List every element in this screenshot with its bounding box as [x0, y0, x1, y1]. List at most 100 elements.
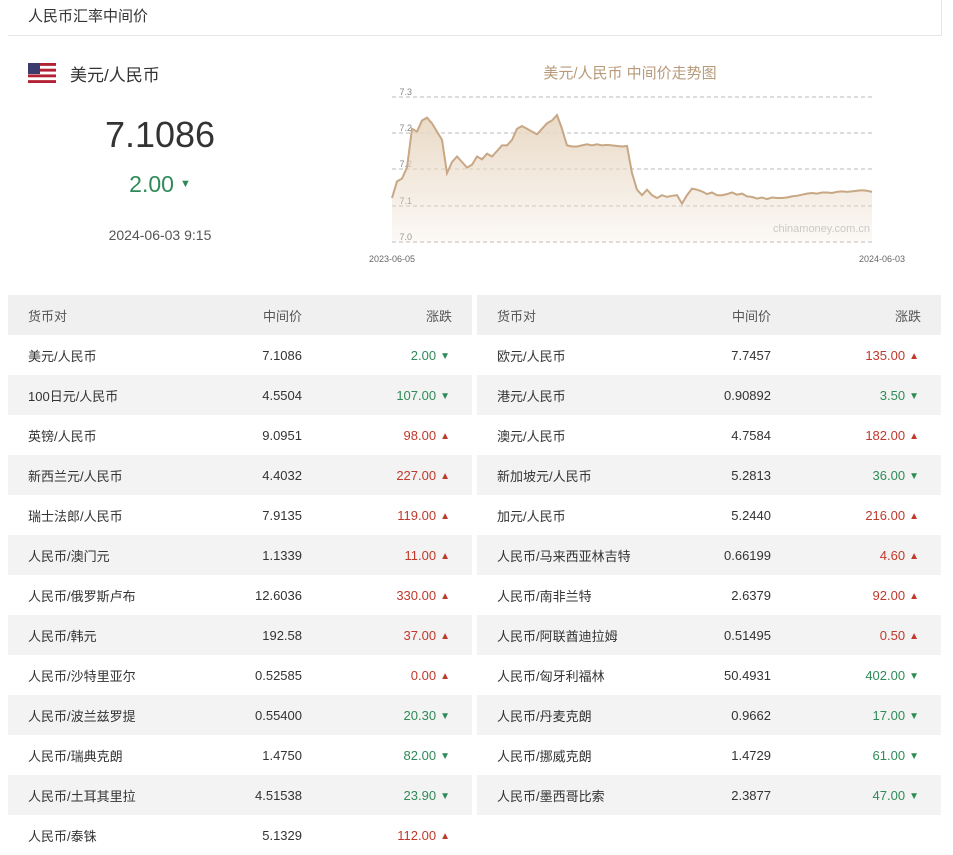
change-value: 20.30 [403, 707, 437, 723]
up-arrow-icon: ▲ [440, 510, 450, 522]
up-arrow-icon: ▲ [440, 590, 450, 602]
y-tick-label: 7.2 [399, 123, 412, 133]
table-row[interactable]: 人民币/挪威克朗 1.4729 61.00 ▼ [477, 735, 941, 775]
mid-rate: 4.51538 [255, 787, 302, 803]
table-row[interactable]: 人民币/匈牙利福林 50.4931 402.00 ▼ [477, 655, 941, 695]
mid-rate: 7.1086 [262, 347, 302, 363]
column-header: 货币对 [497, 308, 537, 324]
table-row[interactable]: 人民币/丹麦克朗 0.9662 17.00 ▼ [477, 695, 941, 735]
mid-rate: 50.4931 [724, 667, 771, 683]
change-value: 37.00 [403, 627, 437, 643]
rate-change: 216.00 ▲ [817, 508, 941, 523]
mid-rate: 4.5504 [262, 387, 302, 403]
change-value: 98.00 [403, 427, 437, 443]
table-row[interactable]: 人民币/泰铢 5.1329 112.00 ▲ [8, 815, 472, 855]
change-value: 119.00 [397, 507, 437, 523]
change-value: 61.00 [872, 747, 906, 763]
table-row[interactable]: 人民币/俄罗斯卢布 12.6036 330.00 ▲ [8, 575, 472, 615]
down-arrow-icon: ▼ [909, 390, 919, 402]
summary-pair-name: 美元/人民币 [70, 65, 160, 85]
rate-change: 92.00 ▲ [817, 588, 941, 603]
table-row[interactable]: 人民币/韩元 192.58 37.00 ▲ [8, 615, 472, 655]
table-row[interactable]: 瑞士法郎/人民币 7.9135 119.00 ▲ [8, 495, 472, 535]
trend-chart: 7.37.27.27.17.0chinamoney.com.cn2023-06-… [369, 87, 905, 264]
up-arrow-icon: ▲ [909, 550, 919, 562]
change-value: 17.00 [872, 707, 906, 723]
currency-pair: 人民币/土耳其里拉 [28, 788, 136, 804]
mid-rate: 0.9662 [731, 707, 771, 723]
currency-pair: 100日元/人民币 [28, 388, 119, 404]
table-row[interactable]: 澳元/人民币 4.7584 182.00 ▲ [477, 415, 941, 455]
change-value: 330.00 [396, 587, 437, 603]
mid-rate: 0.66199 [724, 547, 771, 563]
table-row[interactable]: 欧元/人民币 7.7457 135.00 ▲ [477, 335, 941, 375]
up-arrow-icon: ▲ [909, 350, 919, 362]
column-header: 中间价 [731, 308, 771, 324]
currency-pair: 瑞士法郎/人民币 [28, 508, 123, 524]
up-arrow-icon: ▲ [440, 670, 450, 682]
table-row[interactable]: 港元/人民币 0.90892 3.50 ▼ [477, 375, 941, 415]
table-row[interactable]: 新西兰元/人民币 4.4032 227.00 ▲ [8, 455, 472, 495]
change-value: 4.60 [879, 547, 906, 563]
table-row[interactable]: 人民币/墨西哥比索 2.3877 47.00 ▼ [477, 775, 941, 815]
change-value: 0.50 [879, 627, 906, 643]
table-row[interactable]: 人民币/沙特里亚尔 0.52585 0.00 ▲ [8, 655, 472, 695]
table-row[interactable]: 英镑/人民币 9.0951 98.00 ▲ [8, 415, 472, 455]
y-tick-label: 7.2 [399, 159, 412, 169]
mid-rate: 5.1329 [262, 827, 302, 843]
table-row[interactable]: 人民币/澳门元 1.1339 11.00 ▲ [8, 535, 472, 575]
summary-change-value: 2.00 [129, 171, 174, 197]
mid-rate: 1.4750 [262, 747, 302, 763]
up-arrow-icon: ▲ [909, 590, 919, 602]
series-area [392, 115, 872, 242]
table-row[interactable]: 人民币/波兰兹罗提 0.55400 20.30 ▼ [8, 695, 472, 735]
down-arrow-icon: ▼ [179, 177, 191, 190]
table-row[interactable]: 100日元/人民币 4.5504 107.00 ▼ [8, 375, 472, 415]
down-arrow-icon: ▼ [909, 470, 919, 482]
table-row[interactable]: 人民币/南非兰特 2.6379 92.00 ▲ [477, 575, 941, 615]
y-tick-label: 7.3 [399, 87, 412, 97]
mid-rate: 0.55400 [255, 707, 302, 723]
currency-pair: 新西兰元/人民币 [28, 468, 123, 484]
down-arrow-icon: ▼ [440, 390, 450, 402]
rate-change: 37.00 ▲ [348, 628, 472, 643]
currency-pair: 澳元/人民币 [497, 428, 566, 444]
change-value: 47.00 [872, 787, 906, 803]
change-value: 216.00 [865, 507, 906, 523]
x-tick-label: 2023-06-05 [369, 254, 415, 264]
change-value: 3.50 [879, 387, 906, 403]
mid-rate: 1.1339 [262, 547, 302, 563]
rate-change: 98.00 ▲ [348, 428, 472, 443]
change-value: 36.00 [872, 467, 906, 483]
table-row[interactable]: 美元/人民币 7.1086 2.00 ▼ [8, 335, 472, 375]
up-arrow-icon: ▲ [440, 830, 450, 842]
summary-change: 2.00 ▼ [0, 171, 320, 198]
mid-rate: 0.90892 [724, 387, 771, 403]
summary-pair: 美元/人民币 [28, 62, 160, 85]
change-value: 11.00 [404, 547, 437, 563]
column-header: 中间价 [262, 308, 302, 324]
table-row[interactable]: 人民币/阿联酋迪拉姆 0.51495 0.50 ▲ [477, 615, 941, 655]
table-row[interactable]: 加元/人民币 5.2440 216.00 ▲ [477, 495, 941, 535]
column-header: 涨跌 [894, 308, 921, 324]
currency-pair: 新加坡元/人民币 [497, 468, 592, 484]
table-row[interactable]: 人民币/土耳其里拉 4.51538 23.90 ▼ [8, 775, 472, 815]
change-value: 107.00 [396, 387, 437, 403]
change-value: 0.00 [410, 667, 437, 683]
rate-change: 20.30 ▼ [348, 708, 472, 723]
rates-table-left: 货币对 中间价 涨跌 美元/人民币 7.1086 2.00 ▼ 100日元/人民币 4.5504… [8, 295, 472, 855]
table-row[interactable]: 新加坡元/人民币 5.2813 36.00 ▼ [477, 455, 941, 495]
currency-pair: 人民币/丹麦克朗 [497, 708, 592, 724]
mid-rate: 7.9135 [262, 507, 302, 523]
currency-pair: 人民币/泰铢 [28, 828, 97, 844]
currency-pair: 人民币/马来西亚林吉特 [497, 548, 631, 564]
rate-change: 3.50 ▼ [817, 388, 941, 403]
up-arrow-icon: ▲ [909, 630, 919, 642]
currency-pair: 人民币/澳门元 [28, 548, 110, 564]
table-row[interactable]: 人民币/瑞典克朗 1.4750 82.00 ▼ [8, 735, 472, 775]
series-line [391, 113, 873, 206]
mid-rate: 1.4729 [731, 747, 771, 763]
mid-rate: 9.0951 [262, 427, 302, 443]
table-row[interactable]: 人民币/马来西亚林吉特 0.66199 4.60 ▲ [477, 535, 941, 575]
currency-pair: 人民币/俄罗斯卢布 [28, 588, 136, 604]
